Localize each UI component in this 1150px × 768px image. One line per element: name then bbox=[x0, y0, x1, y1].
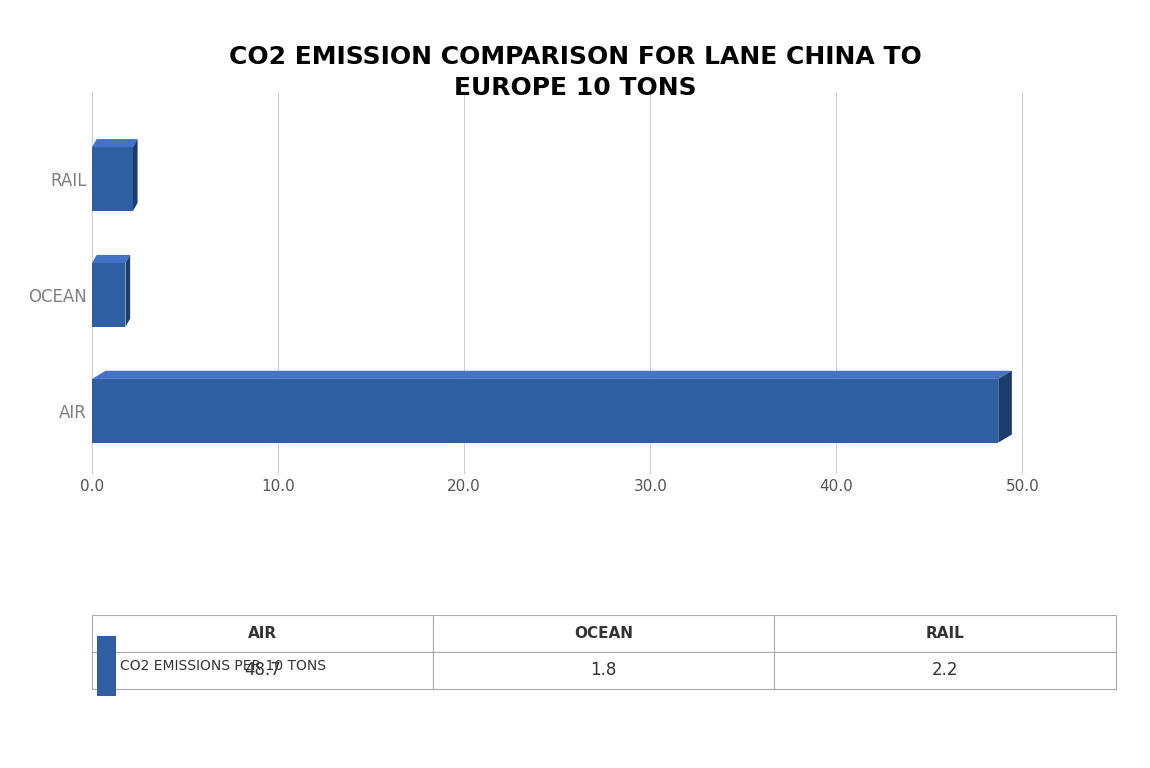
Polygon shape bbox=[92, 255, 130, 263]
FancyBboxPatch shape bbox=[92, 147, 133, 211]
FancyBboxPatch shape bbox=[92, 379, 998, 442]
Bar bbox=[97, 636, 115, 696]
Text: CO2 EMISSION COMPARISON FOR LANE CHINA TO: CO2 EMISSION COMPARISON FOR LANE CHINA T… bbox=[229, 45, 921, 69]
Polygon shape bbox=[125, 255, 130, 326]
Polygon shape bbox=[92, 371, 1012, 379]
Polygon shape bbox=[92, 139, 138, 147]
Text: CO2 EMISSIONS PER 10 TONS: CO2 EMISSIONS PER 10 TONS bbox=[120, 659, 325, 673]
FancyBboxPatch shape bbox=[92, 263, 125, 326]
Polygon shape bbox=[133, 139, 138, 211]
Text: EUROPE 10 TONS: EUROPE 10 TONS bbox=[454, 76, 696, 100]
Polygon shape bbox=[998, 371, 1012, 442]
